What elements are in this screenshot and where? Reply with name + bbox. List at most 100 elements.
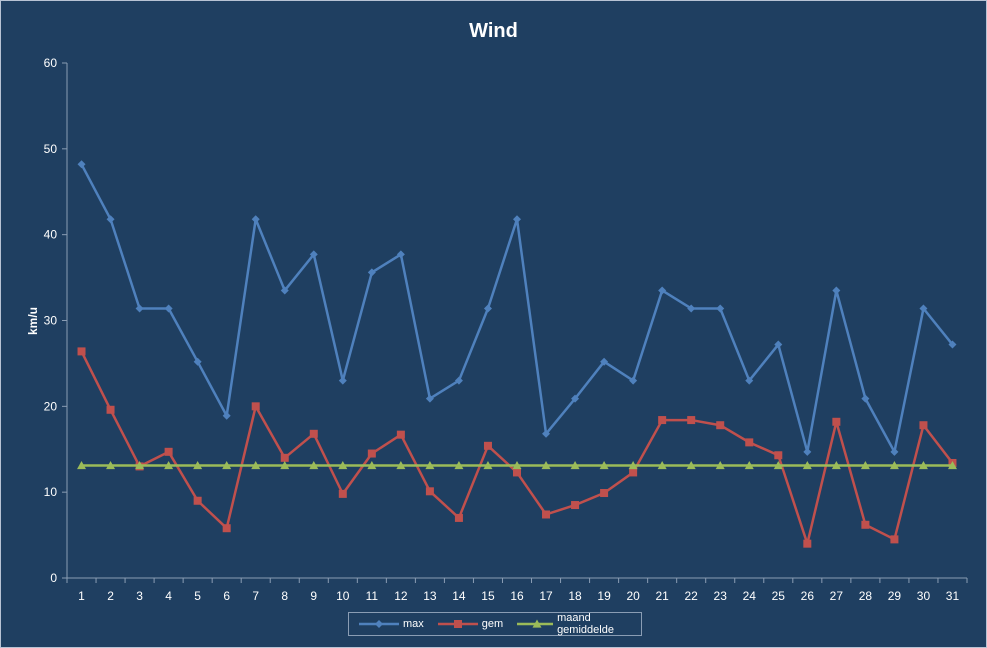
x-tick-label: 19 (597, 589, 611, 603)
legend-entry-maand-gemiddelde: maand gemiddelde (517, 612, 641, 636)
x-tick-label: 17 (539, 589, 553, 603)
data-point-max (454, 376, 463, 385)
data-point-gem (513, 468, 521, 477)
data-point-max (861, 394, 870, 403)
y-tick-label: 10 (44, 485, 58, 499)
data-point-max (832, 286, 841, 295)
legend-swatch-maand-gemiddelde (517, 619, 554, 628)
x-tick-label: 28 (859, 589, 873, 603)
x-tick-label: 9 (310, 589, 317, 603)
data-point-max (483, 304, 492, 313)
data-point-max (164, 304, 173, 313)
data-point-max (658, 286, 667, 295)
data-point-gem (222, 524, 231, 533)
x-tick-label: 10 (336, 589, 350, 603)
data-point-gem (309, 429, 318, 438)
data-point-maand-gemiddelde (483, 461, 493, 470)
x-tick-label: 12 (394, 589, 408, 603)
legend-marker-max (375, 620, 383, 628)
data-point-max (396, 250, 405, 259)
data-point-maand-gemiddelde (338, 461, 348, 470)
data-point-maand-gemiddelde (773, 461, 783, 470)
x-tick-label: 15 (481, 589, 495, 603)
x-tick-label: 21 (655, 589, 669, 603)
data-point-maand-gemiddelde (628, 461, 638, 470)
data-point-maand-gemiddelde (802, 461, 812, 470)
y-tick-label: 60 (44, 56, 58, 70)
data-point-maand-gemiddelde (599, 461, 609, 470)
data-point-maand-gemiddelde (715, 461, 725, 470)
data-point-max (222, 411, 231, 420)
data-point-maand-gemiddelde (135, 461, 145, 470)
y-tick-label: 30 (44, 314, 58, 328)
legend-swatch-gem (437, 620, 478, 628)
x-tick-label: 16 (510, 589, 524, 603)
x-tick-label: 6 (223, 589, 230, 603)
data-point-gem (600, 489, 609, 498)
data-point-gem (861, 520, 870, 529)
data-point-max (77, 160, 86, 169)
data-point-max (193, 357, 202, 366)
data-point-gem (890, 535, 899, 544)
data-point-gem (745, 438, 754, 447)
data-point-maand-gemiddelde (918, 461, 928, 470)
data-point-max (367, 268, 376, 277)
data-point-max (745, 376, 754, 385)
data-point-maand-gemiddelde (280, 461, 290, 470)
data-point-max (919, 304, 928, 313)
x-tick-label: 1 (78, 589, 85, 603)
data-point-maand-gemiddelde (889, 461, 899, 470)
data-point-maand-gemiddelde (106, 461, 116, 470)
data-point-max (513, 215, 521, 224)
data-point-gem (542, 510, 551, 519)
x-tick-label: 24 (743, 589, 757, 603)
data-point-gem (396, 430, 405, 439)
series-line-gem (80, 350, 954, 545)
data-point-maand-gemiddelde (425, 461, 435, 470)
series-gem (77, 347, 957, 548)
legend-label: gem (481, 618, 504, 630)
x-tick-label: 29 (888, 589, 902, 603)
data-point-max (309, 250, 318, 259)
x-tick-label: 20 (626, 589, 640, 603)
x-tick-label: 22 (685, 589, 699, 603)
data-point-gem (716, 421, 725, 430)
data-point-maand-gemiddelde (744, 461, 754, 470)
data-point-max (716, 304, 725, 313)
data-point-gem (425, 487, 434, 496)
x-tick-label: 18 (568, 589, 582, 603)
x-tick-label: 27 (830, 589, 844, 603)
legend-entry-max: max (359, 618, 424, 630)
data-point-maand-gemiddelde (193, 461, 203, 470)
y-axis-title: km/u (26, 307, 40, 335)
data-point-gem (571, 501, 580, 510)
series-line-max (80, 163, 954, 454)
data-point-max (774, 340, 783, 349)
data-point-maand-gemiddelde (947, 461, 957, 470)
data-point-max (251, 215, 260, 224)
data-point-max (629, 376, 638, 385)
x-tick-label: 13 (423, 589, 437, 603)
data-point-gem (77, 347, 86, 356)
data-point-gem (629, 468, 638, 477)
series-layer (77, 160, 957, 548)
data-point-max (571, 394, 580, 403)
data-point-maand-gemiddelde (367, 461, 377, 470)
x-tick-label: 23 (714, 589, 728, 603)
data-point-max (948, 340, 957, 349)
y-tick-label: 50 (44, 142, 58, 156)
data-point-maand-gemiddelde (831, 461, 841, 470)
data-point-gem (367, 449, 376, 458)
data-point-max (687, 304, 696, 313)
data-point-gem (193, 496, 202, 505)
y-tick-label: 20 (44, 399, 58, 413)
data-point-gem (251, 402, 260, 411)
data-point-maand-gemiddelde (860, 461, 870, 470)
data-point-maand-gemiddelde (222, 461, 232, 470)
x-tick-label: 14 (452, 589, 466, 603)
x-tick-label: 3 (136, 589, 143, 603)
data-point-gem (687, 416, 696, 425)
data-point-max (425, 394, 434, 403)
